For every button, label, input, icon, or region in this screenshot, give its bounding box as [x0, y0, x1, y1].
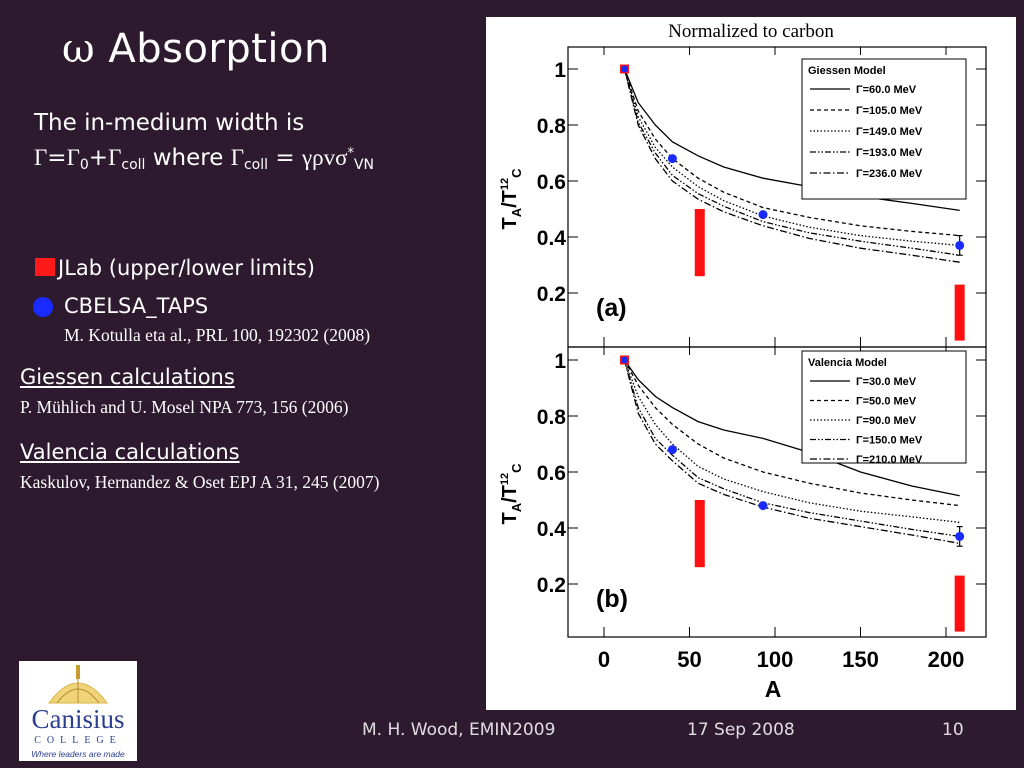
cbelsa-reference: M. Kotulla eta al., PRL 100, 192302 (200…: [64, 325, 371, 345]
cbelsa-point: [621, 356, 629, 364]
y-axis-label: TA/T12C: [499, 463, 524, 525]
series-line: [623, 359, 960, 497]
y-axis-label-part: 12: [499, 473, 511, 485]
series-line: [623, 68, 960, 237]
series-line: [623, 359, 960, 538]
jlab-limit-bar: [954, 575, 965, 632]
giessen-reference: P. Mühlich and U. Mosel NPA 773, 156 (20…: [20, 397, 349, 417]
legend-entry: Γ=149.0 MeV: [856, 126, 923, 138]
y-axis-label: TA/T12C: [499, 168, 524, 230]
series-line: [623, 359, 960, 524]
y-axis-label-part: T: [499, 512, 521, 524]
giessen-heading: Giessen calculations: [20, 365, 235, 389]
legend-title: Valencia Model: [808, 357, 887, 369]
logo-tagline: Where leaders are made: [31, 749, 125, 759]
jlab-limit-bar: [954, 284, 965, 341]
y-tick-label: 0.4: [537, 518, 567, 541]
chart-panel-a: 1 0.8 0.6 0.4 0.2 (a) Giessen Model Γ=60.0 MeV Γ…: [537, 46, 987, 348]
logo-name: Canisius: [31, 704, 124, 734]
legend-frame: [801, 58, 967, 200]
y-axis-label-part: A: [509, 207, 524, 217]
jlab-limit-bar: [694, 500, 705, 568]
y-tick-label: 0.6: [537, 171, 566, 194]
legend-entry: Γ=60.0 MeV: [856, 84, 917, 96]
x-tick-label: 100: [757, 647, 794, 672]
width-description: The in-medium width is: [34, 110, 305, 136]
figure-caption: Normalized to carbon: [668, 21, 834, 42]
y-tick-label: 0.8: [537, 406, 567, 429]
y-axis-label-part: /T: [499, 485, 521, 503]
series-line: [623, 359, 960, 545]
y-axis-label-part: 12: [499, 178, 511, 190]
cbelsa-point: [955, 240, 965, 250]
jlab-legend-label: JLab (upper/lower limits): [58, 256, 315, 280]
legend-entry: Γ=50.0 MeV: [856, 396, 917, 408]
chart-panel-b: 1 0.8 0.6 0.4 0.2 0 50 100 150 200 (b) Valencia Mod…: [537, 346, 987, 672]
cbelsa-point: [758, 501, 768, 511]
cbelsa-legend-marker: [33, 297, 53, 317]
legend-entry: Γ=30.0 MeV: [856, 376, 917, 388]
series-line: [623, 68, 960, 247]
legend-frame: [801, 350, 967, 464]
slide-title: ω Absorption: [62, 26, 330, 72]
y-axis-label-part: /T: [499, 190, 521, 208]
legend-entry: Γ=193.0 MeV: [856, 147, 923, 159]
y-axis-label-part: C: [509, 168, 524, 178]
logo-emblem: Canisius COLLEGE Where leaders are made: [31, 665, 125, 759]
series-line: [623, 359, 960, 507]
y-tick-label: 1: [554, 59, 566, 82]
legend-title: Giessen Model: [808, 65, 886, 77]
jlab-limit-bar: [694, 209, 705, 277]
footer-date: 17 Sep 2008: [687, 720, 795, 740]
panel-frame: [567, 346, 987, 638]
x-axis-label: A: [765, 676, 782, 702]
y-tick-label: 0.8: [537, 115, 567, 138]
legend-entry: Γ=150.0 MeV: [856, 435, 923, 447]
footer-author: M. H. Wood, EMIN2009: [362, 720, 556, 740]
panel-label: (b): [596, 585, 628, 613]
series-line: [623, 68, 960, 256]
y-axis-label-part: T: [499, 217, 521, 229]
legend-entry: Γ=236.0 MeV: [856, 168, 923, 180]
cbelsa-legend-label: CBELSA_TAPS: [64, 294, 209, 318]
cbelsa-point: [621, 65, 629, 73]
series-line: [623, 68, 960, 263]
y-tick-label: 0.6: [537, 462, 566, 485]
canisius-logo: Canisius COLLEGE Where leaders are made: [19, 661, 137, 761]
cbelsa-point: [758, 210, 768, 220]
legend-entry: Γ=90.0 MeV: [856, 415, 917, 427]
y-axis-label-part: C: [509, 463, 524, 473]
x-tick-label: 150: [842, 647, 879, 672]
title-text: Absorption: [108, 26, 330, 72]
y-axis-label-part: A: [509, 502, 524, 512]
y-tick-label: 1: [554, 350, 566, 373]
legend-box: Valencia Model Γ=30.0 MeV Γ=50.0 MeV Γ=90.0…: [801, 350, 967, 466]
jlab-legend-marker: [35, 258, 55, 276]
x-tick-label: 200: [928, 647, 965, 672]
cbelsa-point: [955, 531, 965, 541]
legend-entry: Γ=105.0 MeV: [856, 105, 923, 117]
y-tick-label: 0.2: [537, 283, 566, 306]
x-tick-label: 50: [677, 647, 701, 672]
valencia-reference: Kaskulov, Hernandez & Oset EPJ A 31, 245…: [20, 472, 380, 492]
y-tick-label: 0.2: [537, 574, 566, 597]
footer-page-number: 10: [942, 720, 964, 740]
omega-symbol: ω: [62, 26, 96, 72]
legend-entry: Γ=210.0 MeV: [856, 454, 923, 466]
cbelsa-point: [667, 154, 677, 164]
legend-box: Giessen Model Γ=60.0 MeV Γ=105.0 MeV Γ=149.…: [801, 58, 967, 200]
cbelsa-point: [667, 445, 677, 455]
y-tick-label: 0.4: [537, 227, 567, 250]
width-formula: Γ=Γ0+Γcoll where Γcoll = γρvσ*VN: [34, 145, 375, 173]
logo-sub: COLLEGE: [34, 735, 122, 746]
panel-label: (a): [596, 294, 627, 322]
x-tick-label: 0: [598, 647, 610, 672]
valencia-heading: Valencia calculations: [20, 440, 240, 464]
